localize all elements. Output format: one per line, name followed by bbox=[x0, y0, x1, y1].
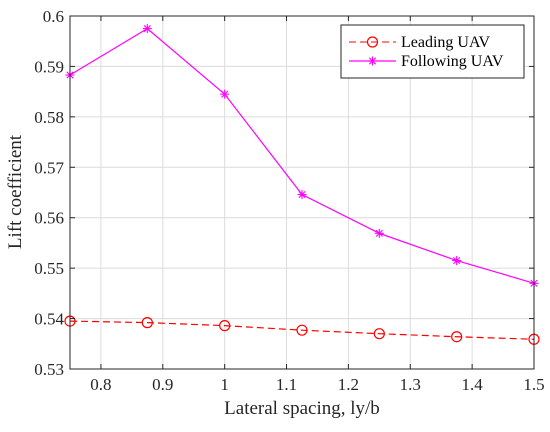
legend-marker-leading bbox=[366, 36, 379, 48]
x-tick-label: 1.2 bbox=[338, 375, 359, 394]
legend-label-following: Following UAV bbox=[401, 53, 504, 70]
y-tick-label: 0.59 bbox=[34, 57, 64, 76]
y-tick-label: 0.58 bbox=[34, 108, 64, 127]
data-point-leading bbox=[141, 317, 153, 329]
data-point-following bbox=[297, 190, 307, 200]
x-tick-label: 1 bbox=[220, 375, 229, 394]
y-axis-ticks: 0.53 0.54 0.55 0.56 0.57 0.58 0.59 0.6 bbox=[34, 7, 534, 379]
y-tick-label: 0.55 bbox=[34, 259, 64, 278]
plot-border bbox=[69, 15, 535, 370]
data-point-leading bbox=[219, 320, 231, 332]
x-axis-ticks: 0.8 0.9 1 1.1 1.2 1.3 1.4 1.5 bbox=[90, 16, 545, 394]
legend-box bbox=[340, 24, 525, 79]
y-tick-label: 0.56 bbox=[34, 209, 64, 228]
series-line-leading bbox=[69, 320, 535, 340]
x-tick-label: 1.5 bbox=[523, 375, 544, 394]
data-point-following bbox=[374, 228, 384, 238]
x-tick-label: 1.1 bbox=[276, 375, 297, 394]
data-point-following bbox=[142, 24, 152, 34]
legend-asterisk-glyph bbox=[368, 56, 377, 66]
data-point-leading bbox=[451, 331, 463, 343]
x-tick-label: 1.3 bbox=[400, 375, 421, 394]
legend-marker-following bbox=[368, 56, 377, 66]
x-tick-label: 0.9 bbox=[152, 375, 173, 394]
data-point-following bbox=[452, 256, 462, 266]
y-tick-label: 0.57 bbox=[34, 158, 64, 177]
y-axis-label: Lift coefficient bbox=[5, 134, 26, 249]
data-point-following bbox=[220, 89, 230, 99]
x-axis-label: Lateral spacing, ly/b bbox=[224, 398, 380, 419]
x-tick-label: 1.4 bbox=[462, 375, 484, 394]
y-tick-label: 0.54 bbox=[34, 310, 64, 329]
y-tick-label: 0.6 bbox=[43, 7, 64, 26]
y-tick-label: 0.53 bbox=[34, 360, 64, 379]
legend: Leading UAV Following UAV bbox=[340, 24, 525, 79]
data-point-leading bbox=[373, 328, 385, 340]
data-point-leading bbox=[296, 324, 308, 336]
legend-label-leading: Leading UAV bbox=[401, 34, 490, 51]
x-tick-label: 0.8 bbox=[90, 375, 111, 394]
